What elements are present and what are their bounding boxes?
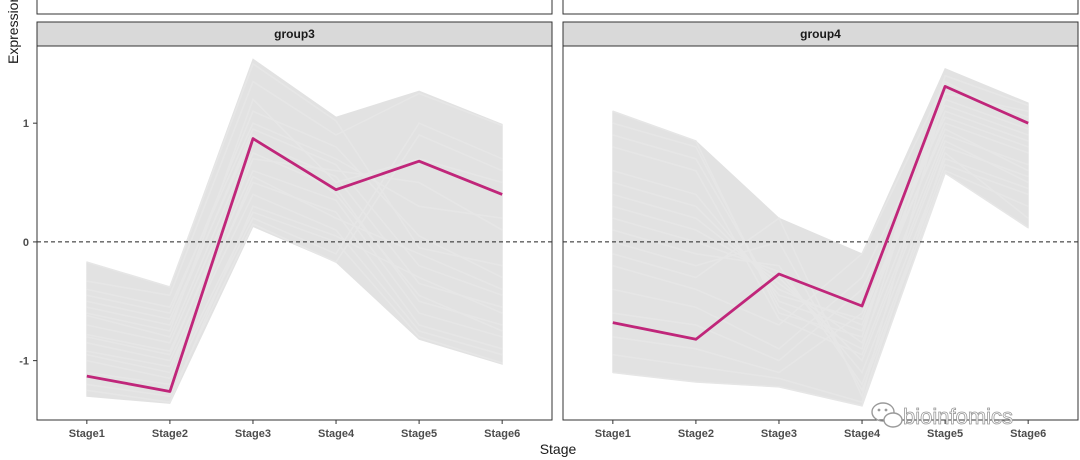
x-tick-label: Stage4 [844,428,881,440]
x-tick-label: Stage5 [401,428,437,440]
gene-line [612,128,1029,374]
gene-line [86,122,503,309]
gene-line [612,171,1029,407]
y-tick-label: -1 [19,356,29,368]
x-tick-label: Stage3 [761,428,797,440]
panel-border [562,45,1079,421]
panel-group4: group4 Stage1 Stage2 Stage3 Stage4 Stage5 Stag… [562,21,1079,440]
x-tick-label: Stage2 [152,428,188,440]
panel-top-left-border [36,0,553,15]
gene-line [86,122,503,386]
gene-line [612,116,1029,362]
gene-line [86,205,503,404]
panels-group: group3 Stage1 Stage2 Stage3 Stage4 Stage5 Stag… [19,21,1079,440]
panel-border [36,45,553,421]
panel-plot-area [37,58,552,404]
strip-label: group4 [800,27,841,41]
x-tick-label: Stage5 [927,428,963,440]
x-tick-label: Stage1 [69,428,105,440]
gene-line [612,92,1029,399]
y-axis-title: Expression [5,0,21,64]
gene-line [86,193,503,368]
x-tick-label: Stage6 [1010,428,1046,440]
strip-label: group3 [274,27,315,41]
y-tick-label: 0 [23,237,29,249]
mean-line [86,137,503,393]
y-tick-label: 1 [23,118,29,130]
watermark-text: bioinfomics [903,404,1013,429]
gene-line [86,175,503,374]
wechat-icon [871,402,903,428]
gene-line [86,128,503,326]
panel-group3: group3 Stage1 Stage2 Stage3 Stage4 Stage5 Stag… [19,21,553,440]
strip-background [36,21,553,47]
gene-line [86,139,503,338]
x-axis-title: Stage [540,441,577,457]
gene-line [86,110,503,315]
gene-line [612,139,1029,356]
gene-band [86,58,503,404]
gene-line [86,211,503,380]
gene-line [86,80,503,297]
mean-line [612,85,1029,341]
x-tick-label: Stage3 [235,428,271,440]
gene-line [612,151,1029,404]
gene-line [612,169,1029,393]
gene-line [86,133,503,398]
x-tick-label: Stage2 [678,428,714,440]
x-tick-label: Stage4 [318,428,355,440]
x-tick-label: Stage1 [595,428,631,440]
panel-top-right-border [562,0,1079,15]
watermark: bioinfomics [871,402,1013,429]
gene-line [612,104,1029,350]
panel-plot-area [563,67,1078,407]
x-tick-label: Stage6 [484,428,520,440]
gene-line [86,62,503,288]
gene-line [86,169,503,353]
gene-line [86,151,503,344]
strip-background [562,21,1079,47]
gene-line [612,145,1029,363]
